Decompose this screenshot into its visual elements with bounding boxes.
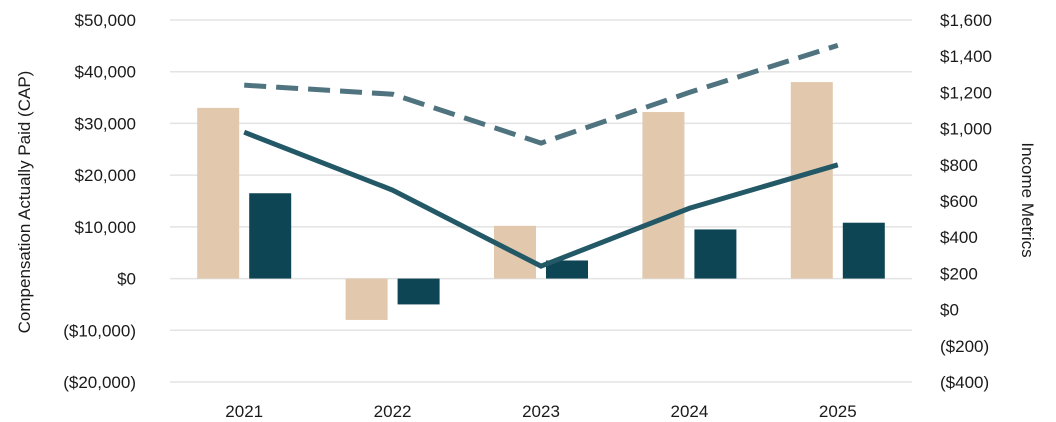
right-tick-label: $800 xyxy=(940,156,978,175)
left-tick-label: ($20,000) xyxy=(63,373,136,392)
right-tick-label: $400 xyxy=(940,228,978,247)
right-tick-label: $200 xyxy=(940,264,978,283)
bar-series-1 xyxy=(345,278,388,320)
bar-series-1 xyxy=(197,107,240,279)
bar-series-2 xyxy=(546,260,588,279)
right-tick-label: ($400) xyxy=(940,373,989,392)
bar-series-1 xyxy=(790,82,833,279)
right-tick-label: $1,400 xyxy=(940,47,992,66)
left-tick-label: $40,000 xyxy=(75,63,136,82)
line-series-1 xyxy=(244,42,839,146)
left-tick-label: $50,000 xyxy=(75,11,136,30)
right-tick-label: ($200) xyxy=(940,337,989,356)
lines xyxy=(243,42,839,269)
line-series-2 xyxy=(243,129,839,269)
right-tick-label: $1,000 xyxy=(940,120,992,139)
right-axis-ticks: $1,600 $1,400 $1,200 $1,000 $800 $600 $400 $200… xyxy=(940,11,992,392)
x-tick-label: 2024 xyxy=(670,402,708,421)
x-tick-label: 2022 xyxy=(374,402,412,421)
left-axis-ticks: $50,000 $40,000 $30,000 $20,000 $10,000 $0 ($1… xyxy=(63,11,136,392)
right-tick-label: $600 xyxy=(940,192,978,211)
bars xyxy=(197,82,885,320)
right-tick-label: $0 xyxy=(940,301,959,320)
x-axis-ticks: 2021 2022 2023 2024 2025 xyxy=(225,402,856,421)
bar-series-2 xyxy=(249,193,292,279)
x-tick-label: 2023 xyxy=(522,402,560,421)
left-axis-title: Compensation Actually Paid (CAP) xyxy=(15,71,34,334)
x-tick-label: 2025 xyxy=(819,402,857,421)
bar-series-2 xyxy=(397,278,440,305)
left-tick-label: $30,000 xyxy=(75,114,136,133)
right-tick-label: $1,200 xyxy=(940,83,992,102)
bar-series-2 xyxy=(694,229,737,279)
x-tick-label: 2021 xyxy=(225,402,263,421)
gridlines xyxy=(170,19,912,383)
left-tick-label: ($10,000) xyxy=(63,321,136,340)
left-tick-label: $10,000 xyxy=(75,218,136,237)
right-axis-title: Income Metrics xyxy=(1018,142,1037,257)
bar-series-2 xyxy=(842,222,885,279)
right-tick-label: $1,600 xyxy=(940,11,992,30)
bar-series-1 xyxy=(642,112,685,279)
left-tick-label: $20,000 xyxy=(75,166,136,185)
left-tick-label: $0 xyxy=(117,270,136,289)
